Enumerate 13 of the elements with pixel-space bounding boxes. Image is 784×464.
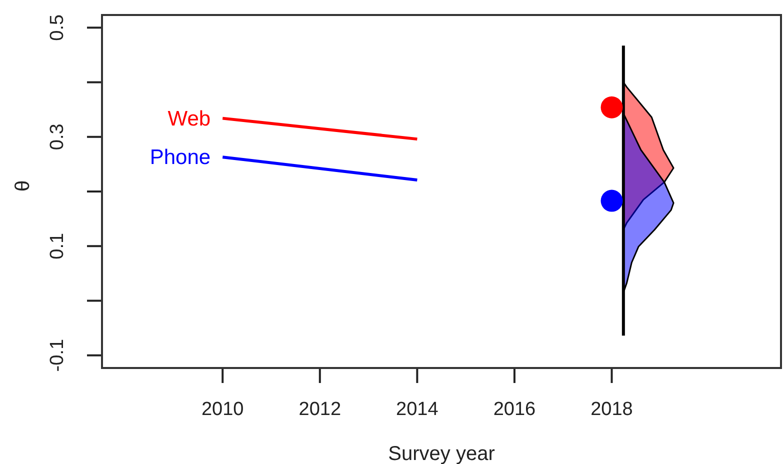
x-tick-label: 2018 — [590, 399, 633, 420]
y-tick-label: 0.1 — [47, 232, 68, 260]
y-tick-label: -0.1 — [47, 338, 68, 372]
x-tick-label: 2010 — [201, 399, 244, 420]
x-tick-label: 2016 — [493, 399, 536, 420]
y-axis-title: θ — [12, 180, 34, 192]
series-label: Phone — [150, 146, 211, 170]
x-tick-label: 2014 — [396, 399, 439, 420]
x-tick-label: 2012 — [298, 399, 342, 420]
y-tick-label: 0.5 — [47, 14, 68, 41]
x-axis-title: Survey year — [388, 443, 496, 464]
y-tick-label: 0.3 — [47, 124, 68, 150]
series-label: Web — [168, 107, 211, 130]
